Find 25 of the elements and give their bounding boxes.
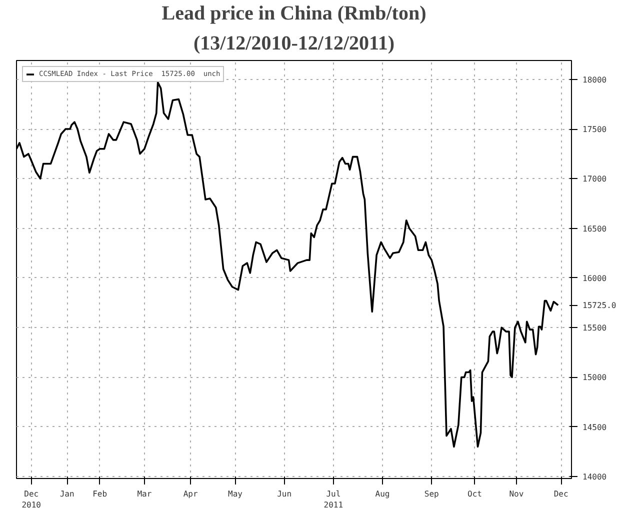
x-tick-label: Oct — [468, 490, 482, 498]
y-tick-label: 17500 — [582, 125, 607, 134]
x-tick-label: Sep — [424, 490, 440, 498]
x-tick-label: Apr — [183, 490, 198, 498]
y-tick-label: 16500 — [582, 224, 607, 234]
y-tick-label: 17000 — [582, 174, 607, 184]
y-tick-label: 14000 — [582, 472, 607, 482]
x-tick-label: Aug — [375, 490, 390, 498]
x-tick-label: Jan — [60, 490, 74, 498]
x-tick-label: May — [228, 490, 243, 498]
x-tick-label: Jun — [277, 490, 292, 498]
y-tick-label: 15000 — [582, 373, 607, 382]
y-tick-label: 16000 — [582, 274, 607, 283]
x-tick-label: Nov — [509, 490, 524, 498]
y-tick-label: 15725.0 — [582, 301, 616, 310]
chart-title: Lead price in China (Rmb/ton) — [162, 2, 426, 24]
x-tick-label: Mar — [137, 490, 152, 498]
x-tick-label: Jul 2011 — [324, 490, 344, 510]
y-tick-label: 15500 — [582, 324, 607, 333]
y-tick-label: 18000 — [582, 75, 607, 84]
x-tick-label: Dec 2010 — [22, 490, 42, 510]
x-tick-label: Dec — [554, 490, 568, 498]
x-tick-label: Feb — [92, 490, 108, 498]
y-tick-label: 14500 — [582, 422, 607, 432]
chart-subtitle: (13/12/2010-12/12/2011) — [193, 32, 395, 54]
